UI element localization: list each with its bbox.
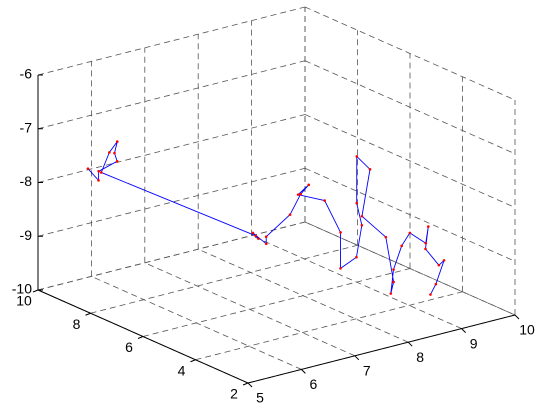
grid-line (304, 60, 516, 155)
grid-line (304, 114, 516, 208)
y-tick-label: 8 (73, 316, 81, 332)
grid-line (37, 60, 306, 130)
y-tick (85, 312, 91, 316)
point (442, 259, 446, 262)
point (392, 268, 395, 271)
point (115, 140, 119, 143)
z-tick-label: -7 (20, 119, 33, 135)
point (355, 255, 358, 259)
point (99, 171, 103, 174)
point (408, 231, 412, 235)
point (115, 160, 119, 163)
x-tick (354, 355, 360, 361)
point (323, 199, 326, 202)
point (355, 155, 359, 158)
y-tick-label: 10 (16, 293, 32, 309)
z-tick-label: -8 (20, 173, 33, 189)
grid-line (37, 167, 306, 237)
y-tick-label: 2 (230, 386, 238, 402)
point (392, 280, 395, 284)
x-tick (461, 328, 466, 333)
x-tick (247, 382, 253, 388)
z-tick-label: -6 (20, 66, 33, 82)
grid-line (37, 6, 306, 76)
point (384, 235, 388, 239)
x-tick (514, 314, 520, 320)
point (264, 242, 268, 246)
point (97, 179, 100, 182)
point (429, 293, 432, 296)
grid-line (304, 221, 516, 316)
point (299, 192, 302, 196)
x-tick (301, 369, 306, 374)
point (434, 282, 438, 286)
z-tick-label: -10 (12, 281, 32, 297)
y-tick (32, 289, 39, 293)
point (355, 201, 358, 205)
x-tick-label: 9 (470, 335, 478, 351)
x-tick-label: 6 (310, 376, 318, 392)
point (307, 183, 311, 187)
point (86, 167, 90, 170)
point (360, 214, 364, 218)
point (424, 241, 428, 245)
point (426, 225, 430, 228)
grid-line (304, 6, 516, 101)
y-tick-label: 6 (125, 339, 133, 355)
point (339, 231, 342, 234)
grid-line (304, 167, 516, 262)
x-tick-label: 10 (519, 322, 535, 338)
axis-line (247, 314, 516, 384)
point (113, 151, 116, 155)
grid-line (90, 244, 358, 314)
y-tick-label: 4 (178, 362, 186, 378)
series-line (87, 141, 445, 295)
point (97, 170, 100, 173)
point (389, 292, 393, 295)
y-tick (242, 382, 249, 386)
x-tick (407, 341, 413, 347)
point (339, 267, 342, 270)
x-tick-label: 8 (416, 349, 424, 365)
point (288, 213, 292, 216)
x-tick-label: 7 (363, 363, 371, 379)
point (400, 244, 403, 248)
point (254, 234, 257, 238)
y-tick (190, 359, 196, 363)
grid-line (142, 268, 411, 337)
z-tick-label: -9 (20, 227, 33, 243)
point (360, 224, 364, 227)
grid-line (37, 221, 306, 291)
point (264, 235, 268, 239)
point (108, 151, 111, 154)
grid-line (37, 114, 306, 183)
point (368, 168, 372, 171)
point (437, 263, 441, 267)
x-tick-label: 5 (256, 390, 264, 406)
point (251, 231, 255, 235)
grid-line (195, 291, 463, 361)
y-tick (137, 336, 144, 339)
point (257, 237, 260, 240)
point (424, 247, 427, 251)
point (296, 193, 300, 196)
